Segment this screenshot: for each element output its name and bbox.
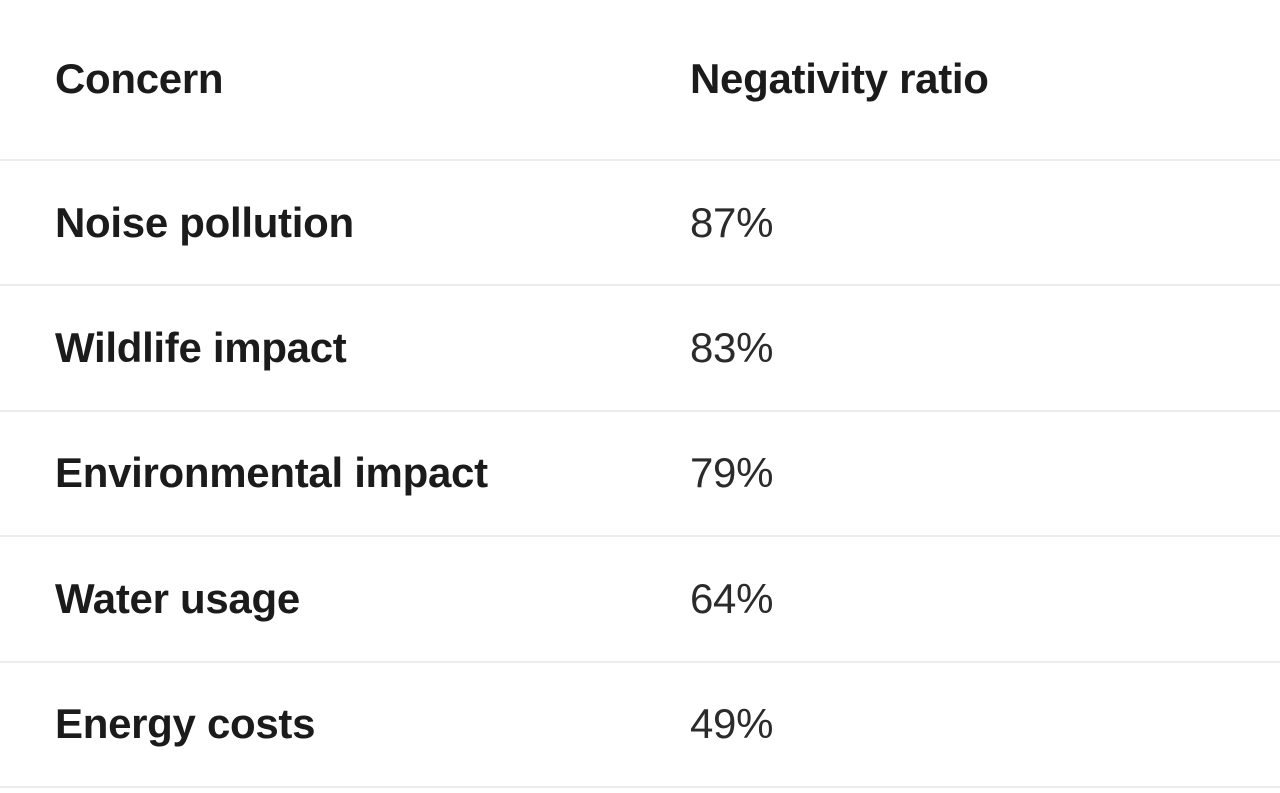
column-header-concern: Concern — [55, 55, 224, 103]
negativity-ratio-value: 87% — [690, 198, 774, 246]
table-row: Energy costs 49% — [0, 663, 1280, 788]
table-header-row: Concern Negativity ratio — [0, 0, 1280, 161]
negativity-ratio-value: 49% — [690, 700, 774, 748]
concern-label: Environmental impact — [55, 449, 488, 497]
table-row: Water usage 64% — [0, 537, 1280, 663]
concern-label: Energy costs — [55, 700, 316, 748]
column-header-negativity-ratio: Negativity ratio — [690, 55, 989, 103]
concern-label: Noise pollution — [55, 198, 354, 246]
concern-label: Wildlife impact — [55, 323, 347, 371]
negativity-ratio-value: 79% — [690, 449, 774, 497]
negativity-ratio-value: 64% — [690, 574, 774, 622]
table-row: Noise pollution 87% — [0, 161, 1280, 287]
concern-label: Water usage — [55, 574, 300, 622]
negativity-ratio-value: 83% — [690, 323, 774, 371]
table-row: Environmental impact 79% — [0, 412, 1280, 538]
table-row: Wildlife impact 83% — [0, 286, 1280, 412]
